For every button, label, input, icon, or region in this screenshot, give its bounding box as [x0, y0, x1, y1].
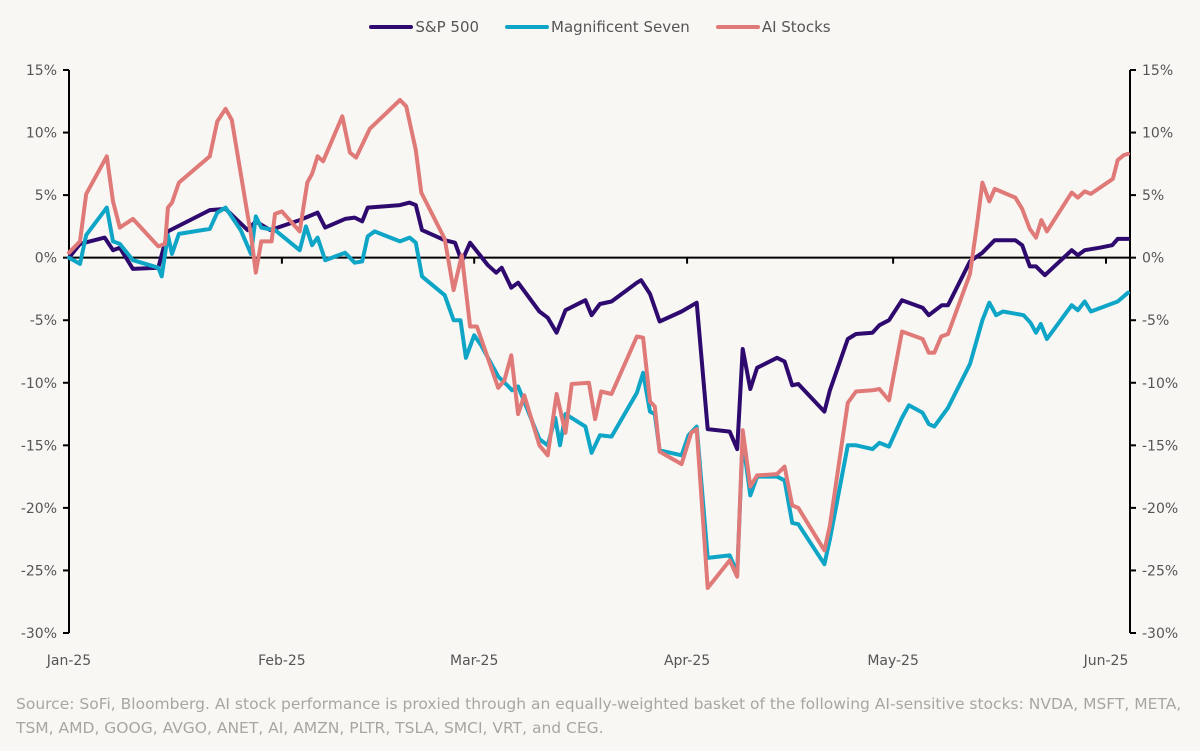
- y-tick-label-left: -20%: [21, 501, 57, 517]
- line-chart: 15% 15% 10% 10% 5% 5% 0% 0% -5% -5% -10% -10% -15% -1…: [21, 63, 1178, 669]
- y-tick-label-right: -15%: [1142, 438, 1178, 454]
- series-group: [67, 98, 1130, 590]
- x-tick-label: Jun-25: [1083, 653, 1129, 669]
- y-tick-label-right: -20%: [1142, 501, 1178, 517]
- legend-label-magnificent-seven: Magnificent Seven: [551, 18, 690, 36]
- y-tick-label-right: 15%: [1142, 63, 1173, 79]
- y-tick-label-right: 10%: [1142, 126, 1173, 142]
- y-tick-label-left: 5%: [35, 188, 57, 204]
- series-line-magnificent-seven: [67, 205, 1130, 575]
- y-tick-label-right: -10%: [1142, 376, 1178, 392]
- legend-swatch-sp500: [369, 25, 414, 29]
- chart-legend: S&P 500 Magnificent Seven AI Stocks: [0, 18, 1200, 36]
- legend-label-ai-stocks: AI Stocks: [761, 18, 831, 36]
- y-tick-label-left: -5%: [30, 313, 57, 329]
- x-tick-label: Mar-25: [450, 653, 498, 669]
- y-tick-label-left: 15%: [26, 63, 57, 79]
- axes: 15% 15% 10% 10% 5% 5% 0% 0% -5% -5% -10% -10% -15% -1…: [21, 63, 1178, 669]
- y-tick-label-left: -25%: [21, 563, 57, 579]
- x-tick-label: Feb-25: [258, 653, 306, 669]
- legend-item-magnificent-seven[interactable]: Magnificent Seven: [505, 18, 690, 36]
- legend-swatch-magnificent-seven: [505, 25, 550, 29]
- y-tick-label-left: -15%: [21, 438, 57, 454]
- y-tick-label-right: -25%: [1142, 563, 1178, 579]
- y-tick-label-left: 0%: [35, 251, 57, 267]
- legend-label-sp500: S&P 500: [415, 18, 480, 36]
- y-tick-label-left: -30%: [21, 626, 57, 642]
- legend-item-sp500[interactable]: S&P 500: [369, 18, 479, 36]
- y-tick-label-left: 10%: [26, 126, 57, 142]
- y-tick-label-right: -30%: [1142, 626, 1178, 642]
- series-line-ai-stocks: [67, 98, 1130, 590]
- y-tick-label-right: -5%: [1142, 313, 1169, 329]
- legend-swatch-ai-stocks: [715, 25, 760, 29]
- source-note: Source: SoFi, Bloomberg. AI stock perfor…: [16, 695, 1182, 737]
- y-tick-label-right: 5%: [1142, 188, 1164, 204]
- y-tick-label-right: 0%: [1142, 251, 1164, 267]
- x-tick-label: Apr-25: [664, 653, 710, 669]
- y-tick-label-left: -10%: [21, 376, 57, 392]
- x-tick-label: May-25: [867, 653, 919, 669]
- legend-item-ai-stocks[interactable]: AI Stocks: [715, 18, 831, 36]
- x-tick-label: Jan-25: [46, 653, 91, 669]
